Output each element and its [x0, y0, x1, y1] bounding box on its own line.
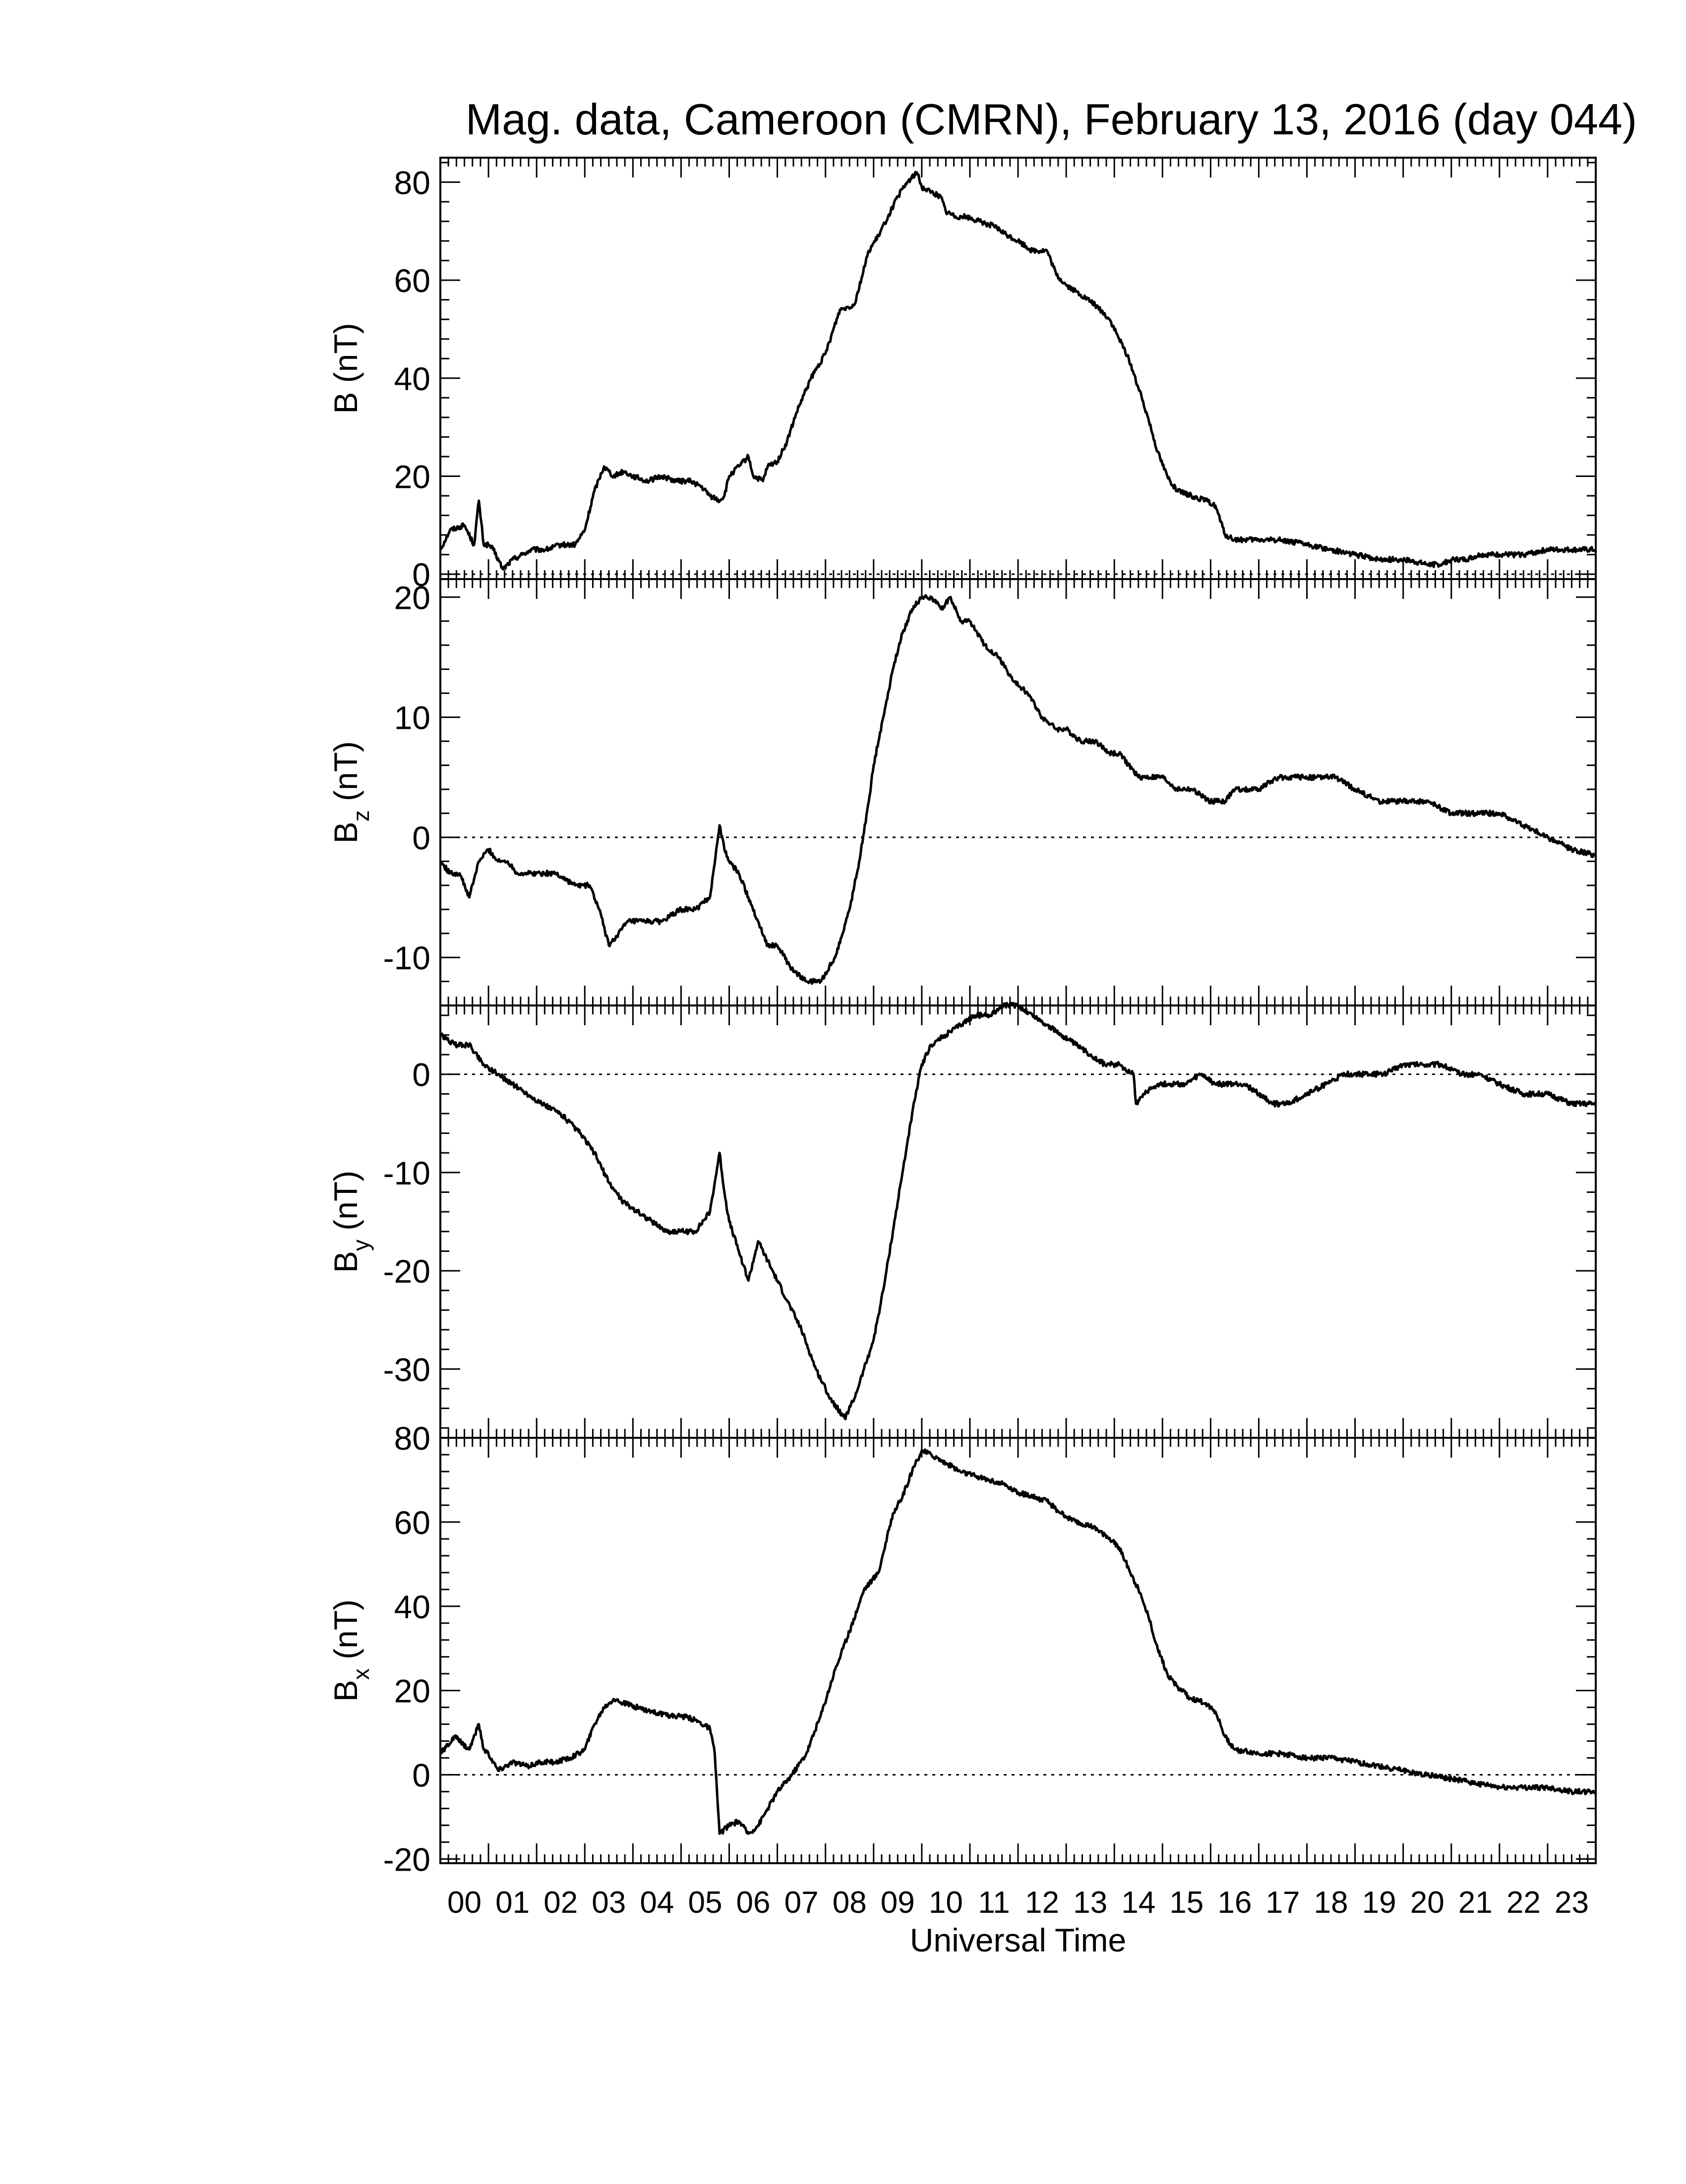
panel-4-ytick-label: 20 [394, 1673, 430, 1710]
panel-1-series-line [439, 171, 1597, 571]
xtick-label: 20 [1410, 1886, 1445, 1920]
xtick-label: 05 [688, 1886, 722, 1920]
xtick-label: 19 [1362, 1886, 1396, 1920]
xtick-label: 03 [592, 1886, 626, 1920]
panel-3-ytick-label: 0 [412, 1057, 430, 1093]
xtick-label: 10 [929, 1886, 963, 1920]
xtick-label: 01 [495, 1886, 530, 1920]
panel-4-ytick-label: 40 [394, 1589, 430, 1625]
xtick-label: 06 [736, 1886, 771, 1920]
panel-4-ylabel: Bx (nT) [327, 1599, 374, 1702]
xtick-label: 09 [881, 1886, 915, 1920]
panel-3-series-line [440, 1002, 1597, 1420]
panel-4-series-line [439, 1448, 1597, 1835]
xtick-label: 08 [833, 1886, 867, 1920]
xtick-label: 13 [1073, 1886, 1107, 1920]
xtick-label: 18 [1314, 1886, 1348, 1920]
panel-3-ytick-label: -20 [383, 1253, 430, 1290]
panel-2-ytick-label: 10 [394, 700, 430, 736]
xtick-label: 11 [978, 1886, 1010, 1920]
panel-4-ytick-label: 60 [394, 1504, 430, 1541]
panel-2-ytick-label: 20 [394, 579, 430, 616]
panel-3-frame [439, 1004, 1597, 1439]
xtick-label: 22 [1506, 1886, 1541, 1920]
xtick-label: 16 [1217, 1886, 1252, 1920]
xtick-label: 00 [447, 1886, 482, 1920]
xtick-label: 12 [1025, 1886, 1059, 1920]
xtick-label: 07 [784, 1886, 819, 1920]
xtick-label: 17 [1265, 1886, 1300, 1920]
panel-2-ylabel: Bz (nT) [327, 741, 374, 843]
panel-1-ytick-label: 60 [394, 262, 430, 299]
panel-1-ytick-label: 0 [412, 556, 430, 593]
panel-2-ytick-label: 0 [412, 820, 430, 856]
xtick-label: 14 [1121, 1886, 1155, 1920]
xtick-label: 02 [543, 1886, 578, 1920]
panel-3-ytick-label: -10 [383, 1155, 430, 1191]
panel-1-frame [439, 157, 1597, 580]
panel-4-frame [439, 1437, 1597, 1864]
panel-4-ytick-label: 80 [394, 1420, 430, 1457]
panel-2-series-line [439, 594, 1596, 985]
panel-1-ylabel: B (nT) [327, 323, 364, 413]
xtick-label: 23 [1555, 1886, 1589, 1920]
panel-4-ytick-label: -20 [383, 1841, 430, 1878]
xtick-label: 21 [1458, 1886, 1493, 1920]
panel-1-ytick-label: 20 [394, 458, 430, 495]
panel-3-ylabel: By (nT) [327, 1171, 374, 1273]
panel-2-ytick-label: -10 [383, 940, 430, 976]
panel-3-ytick-label: -30 [383, 1351, 430, 1388]
panel-1-ytick-label: 40 [394, 360, 430, 397]
xtick-label: 15 [1169, 1886, 1204, 1920]
chart-title: Mag. data, Cameroon (CMRN), February 13,… [465, 95, 1637, 144]
panel-4-ytick-label: 0 [412, 1757, 430, 1794]
x-axis-label: Universal Time [910, 1922, 1126, 1958]
xtick-label: 04 [640, 1886, 674, 1920]
panel-1-ytick-label: 80 [394, 164, 430, 201]
